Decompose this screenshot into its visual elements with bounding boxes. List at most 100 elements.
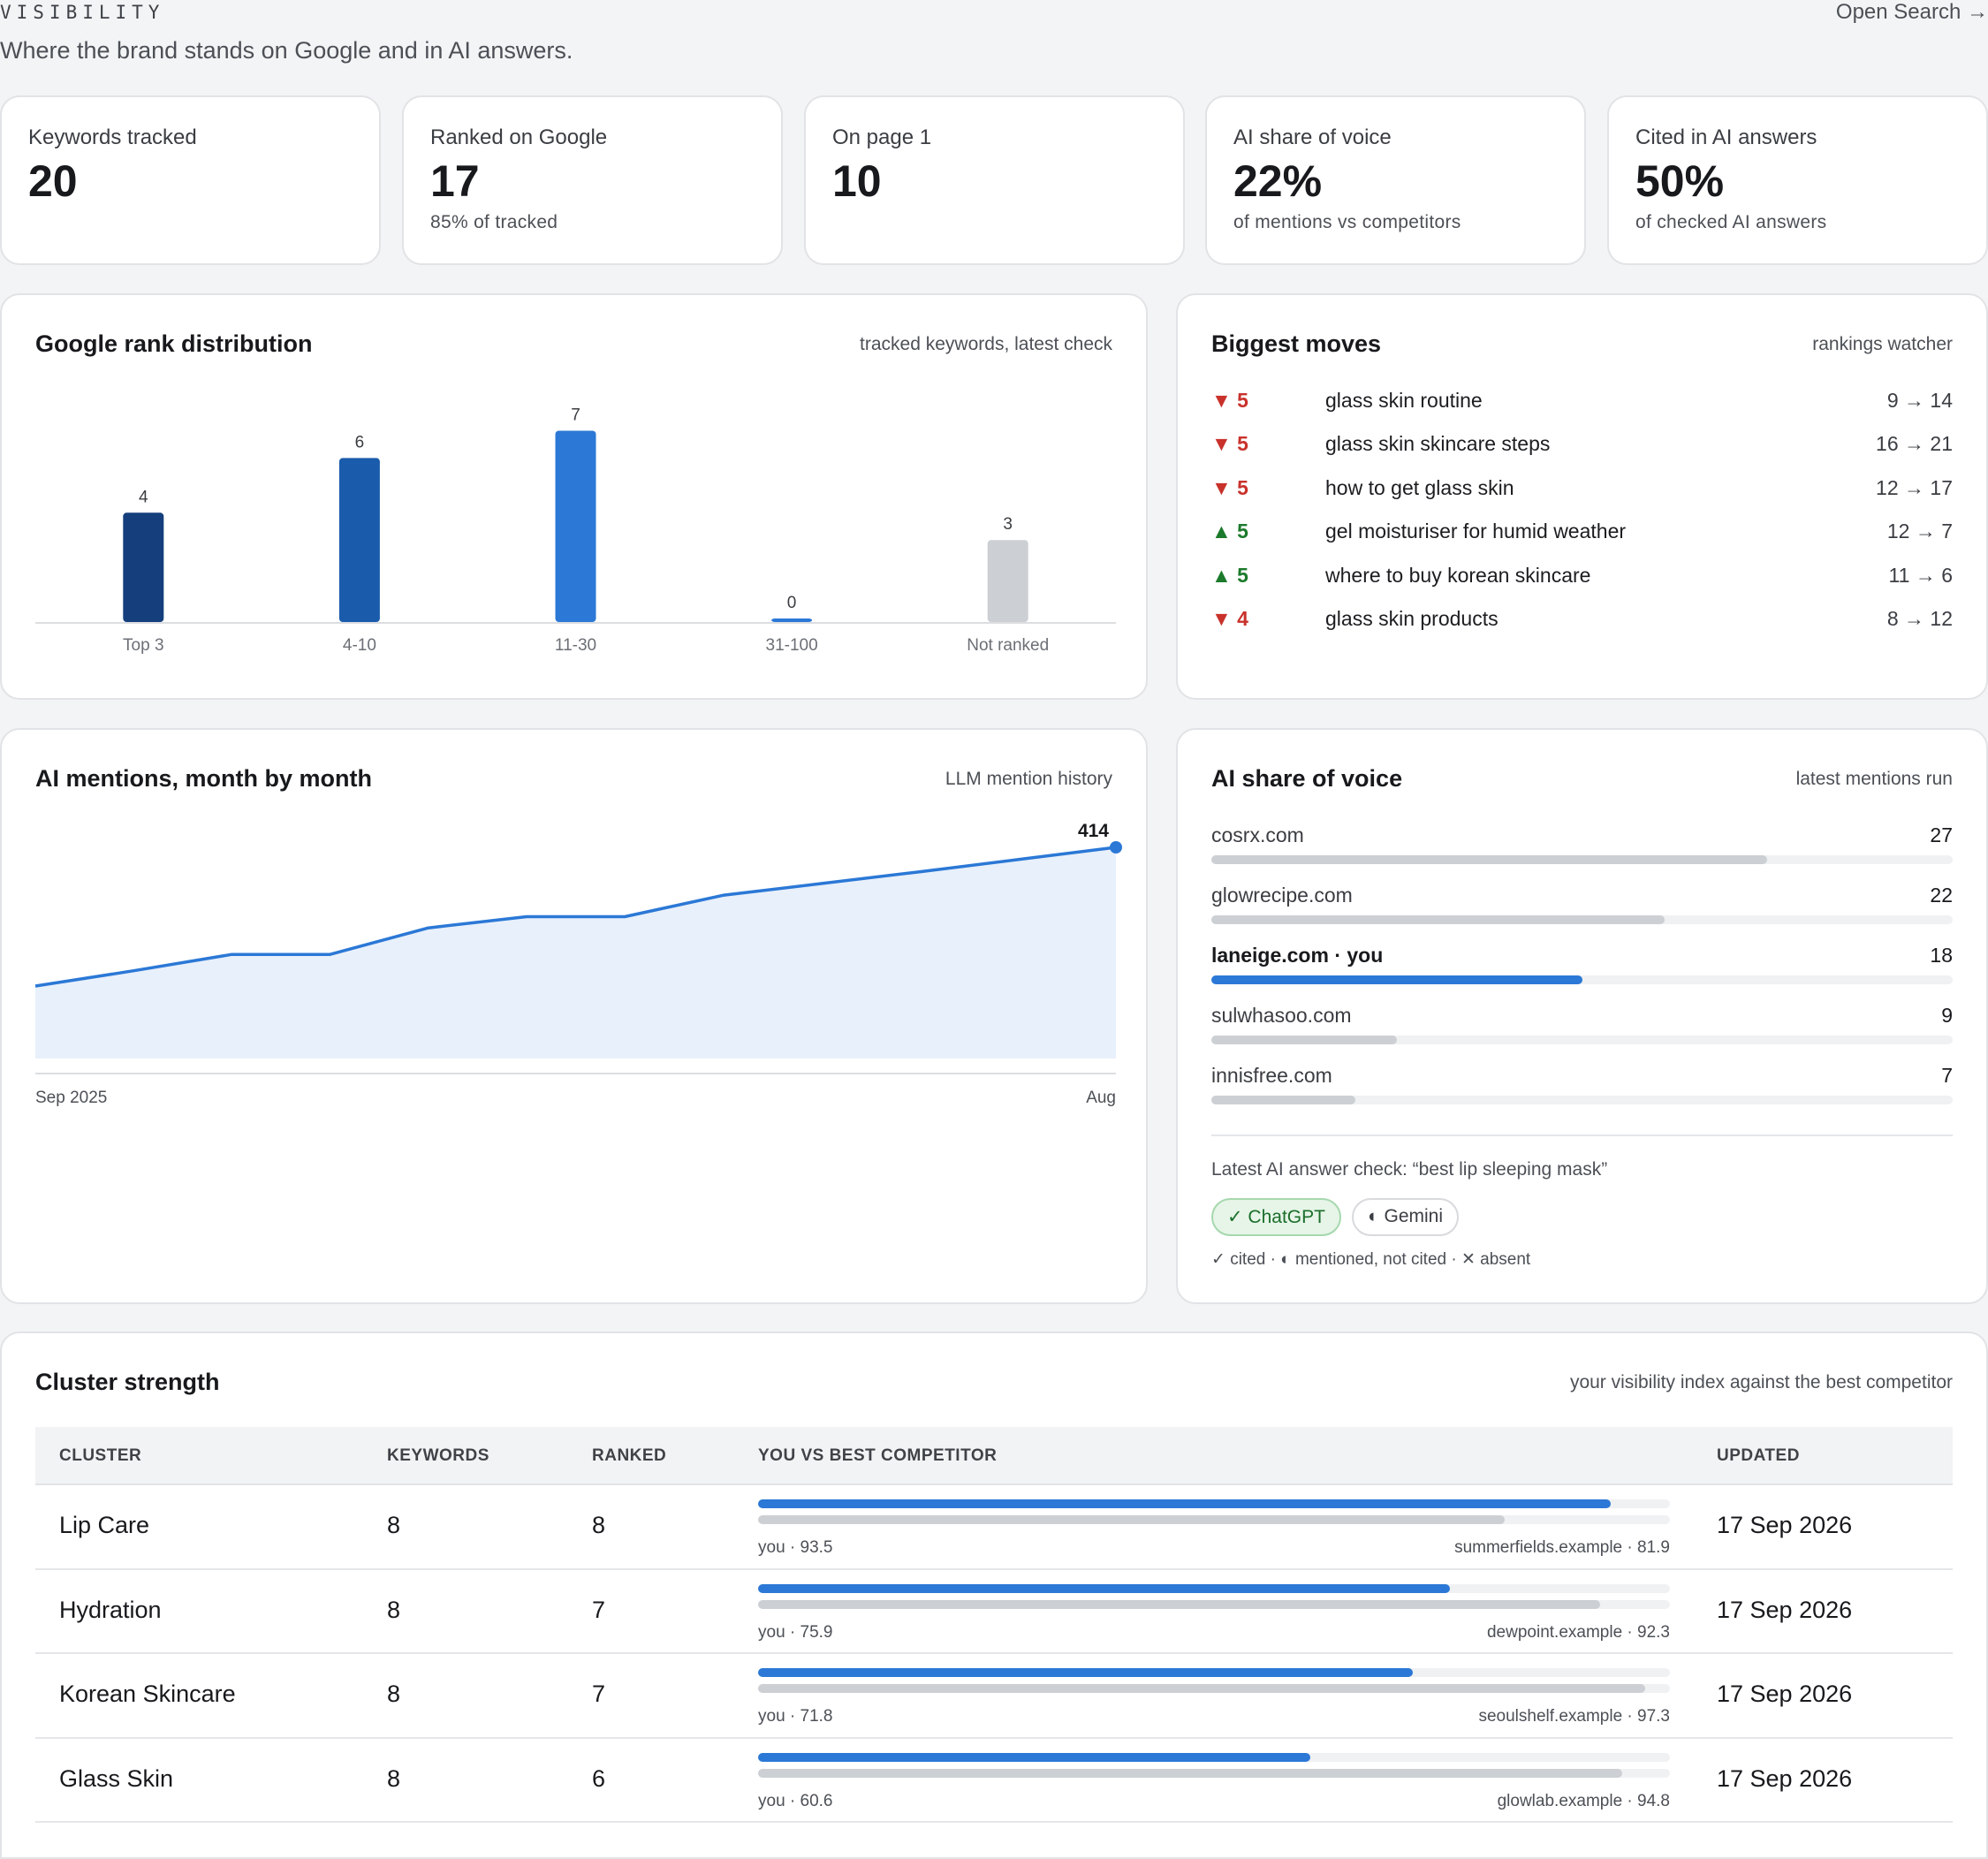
sov-bar-track xyxy=(1211,975,1953,984)
table-row[interactable]: Lip Care 8 8 you · 93.5 summerfields.exa… xyxy=(35,1485,1953,1570)
column-header-ranked[interactable]: RANKED xyxy=(592,1446,667,1465)
competitor-score: seoulshelf.example · 97.3 xyxy=(1478,1707,1670,1726)
sov-bar-track xyxy=(1211,1036,1953,1044)
sov-bar xyxy=(1211,1096,1356,1104)
move-positions: 12 → 17 xyxy=(1876,475,1953,499)
sov-row: sulwhasoo.com 9 xyxy=(1211,1004,1953,1064)
sov-domain: cosrx.com xyxy=(1211,823,1304,846)
ai-mentions-chart: 414 Sep 2025 Aug xyxy=(34,821,1122,1107)
competitor-bar-track xyxy=(758,1599,1670,1609)
bar-value-label: 3 xyxy=(1003,515,1013,534)
move-row: ▲ 5 where to buy korean skincare 11 → 6 xyxy=(1211,564,1953,607)
panel-subtitle: latest mentions run xyxy=(1795,769,1953,789)
last-point-marker xyxy=(1110,841,1122,854)
mentions-line xyxy=(34,846,1117,988)
last-value-label: 414 xyxy=(1078,821,1109,841)
column-header-comparison[interactable]: YOU VS BEST COMPETITOR xyxy=(758,1446,998,1465)
column-header-updated[interactable]: UPDATED xyxy=(1717,1446,1800,1465)
ranked-count: 7 xyxy=(592,1681,606,1707)
gemini-chip[interactable]: ◐ Gemini xyxy=(1351,1198,1460,1236)
cluster-name: Glass Skin xyxy=(59,1764,174,1792)
sov-domain: laneige.com · you xyxy=(1211,944,1384,967)
table-row[interactable]: Glass Skin 8 6 you · 60.6 glowlab.exampl… xyxy=(35,1739,1953,1823)
panel-title: AI share of voice xyxy=(1211,765,1403,792)
sov-row: innisfree.com 7 xyxy=(1211,1064,1953,1124)
rank-distribution-chart: 4 Top 3 6 4-10 7 11-30 0 31-100 3 Not ranked xyxy=(35,406,1116,655)
table-row[interactable]: Korean Skincare 8 7 you · 71.8 seoulshel… xyxy=(35,1654,1953,1739)
cluster-name: Lip Care xyxy=(59,1512,150,1538)
x-tick-label-start: Sep 2025 xyxy=(35,1089,107,1107)
kpi-value: 17 xyxy=(430,156,480,206)
kpi-value: 50% xyxy=(1635,156,1725,206)
rank-change: ▼ 5 xyxy=(1211,475,1248,499)
open-search-link[interactable]: Open Search → xyxy=(1835,0,1988,24)
kpi-card-ai-share-of-voice: AI share of voice 22% of mentions vs com… xyxy=(1205,95,1586,265)
panel-title: Biggest moves xyxy=(1211,330,1382,357)
kpi-label: Cited in AI answers xyxy=(1635,125,1817,149)
rank-change: ▼ 5 xyxy=(1211,432,1248,456)
column-header-cluster[interactable]: CLUSTER xyxy=(59,1446,142,1465)
updated-date: 17 Sep 2026 xyxy=(1717,1512,1853,1538)
move-keyword: glass skin routine xyxy=(1325,389,1483,412)
competitor-score: dewpoint.example · 92.3 xyxy=(1486,1622,1670,1642)
kpi-card-on-page-1: On page 1 10 xyxy=(804,95,1185,265)
ranked-count: 8 xyxy=(592,1512,606,1538)
updated-date: 17 Sep 2026 xyxy=(1717,1764,1853,1792)
keywords-count: 8 xyxy=(387,1681,401,1707)
ai-engine-chips: ✓ ChatGPT ◐ Gemini xyxy=(1211,1198,1460,1236)
sov-bar-track xyxy=(1211,855,1953,864)
sov-domain: glowrecipe.com xyxy=(1211,884,1353,907)
x-tick-label-end: Aug xyxy=(1086,1089,1116,1107)
move-positions: 16 → 21 xyxy=(1876,432,1953,456)
x-tick-label: 4-10 xyxy=(343,636,376,655)
you-score: you · 60.6 xyxy=(758,1791,833,1810)
sov-count: 18 xyxy=(1930,944,1953,967)
move-row: ▲ 5 gel moisturiser for humid weather 12… xyxy=(1211,520,1953,563)
move-keyword: how to get glass skin xyxy=(1325,475,1514,499)
column-header-keywords[interactable]: KEYWORDS xyxy=(387,1446,489,1465)
sov-row: cosrx.com 27 xyxy=(1211,823,1953,884)
panel-subtitle: tracked keywords, latest check xyxy=(860,334,1112,354)
sov-domain: sulwhasoo.com xyxy=(1211,1004,1352,1027)
panel-title: Google rank distribution xyxy=(35,330,313,357)
x-tick-label: 31-100 xyxy=(766,636,818,655)
panel-subtitle: LLM mention history xyxy=(945,769,1112,789)
chatgpt-chip[interactable]: ✓ ChatGPT xyxy=(1211,1198,1341,1236)
table-header: CLUSTER KEYWORDS RANKED YOU VS BEST COMP… xyxy=(35,1427,1953,1485)
you-bar xyxy=(758,1583,1451,1593)
kpi-value: 22% xyxy=(1233,156,1323,206)
ai-share-of-voice-panel: AI share of voice latest mentions run co… xyxy=(1176,728,1988,1304)
moves-list: ▼ 5 glass skin routine 9 → 14 ▼ 5 glass … xyxy=(1211,389,1953,650)
bar-value-label: 0 xyxy=(787,594,797,612)
panel-subtitle: rankings watcher xyxy=(1812,334,1953,354)
rank-distribution-panel: Google rank distribution tracked keyword… xyxy=(0,293,1148,700)
rank-change: ▼ 4 xyxy=(1211,606,1248,630)
sov-domain: innisfree.com xyxy=(1211,1064,1332,1087)
bar-not-ranked xyxy=(987,540,1028,622)
panel-title: AI mentions, month by month xyxy=(35,765,372,792)
bar-value-label: 4 xyxy=(139,488,148,506)
kpi-card-cited-in-ai-answers: Cited in AI answers 50% of checked AI an… xyxy=(1607,95,1988,265)
cluster-strength-panel: Cluster strength your visibility index a… xyxy=(0,1332,1988,1859)
x-tick-label: Top 3 xyxy=(123,636,163,655)
kpi-value: 10 xyxy=(832,156,882,206)
table-row[interactable]: Hydration 8 7 you · 75.9 dewpoint.exampl… xyxy=(35,1570,1953,1654)
you-bar xyxy=(758,1499,1611,1508)
sov-bar-track xyxy=(1211,1096,1953,1104)
competitor-score: glowlab.example · 94.8 xyxy=(1497,1791,1670,1810)
share-of-voice-list: cosrx.com 27 glowrecipe.com 22 laneige.c… xyxy=(1211,823,1953,1124)
sov-bar xyxy=(1211,915,1665,924)
you-score: you · 71.8 xyxy=(758,1707,833,1726)
x-tick-label: Not ranked xyxy=(967,636,1049,655)
competitor-bar-track xyxy=(758,1684,1670,1693)
cluster-name: Hydration xyxy=(59,1596,162,1623)
sov-count: 27 xyxy=(1930,823,1953,846)
sov-bar xyxy=(1211,1036,1397,1044)
mentions-area xyxy=(35,847,1116,1058)
updated-date: 17 Sep 2026 xyxy=(1717,1681,1853,1707)
updated-date: 17 Sep 2026 xyxy=(1717,1596,1853,1623)
kpi-label: Keywords tracked xyxy=(28,125,197,149)
section-eyebrow: VISIBILITY xyxy=(0,2,165,23)
x-tick-label: 11-30 xyxy=(555,636,596,655)
move-row: ▼ 5 how to get glass skin 12 → 17 xyxy=(1211,476,1953,520)
